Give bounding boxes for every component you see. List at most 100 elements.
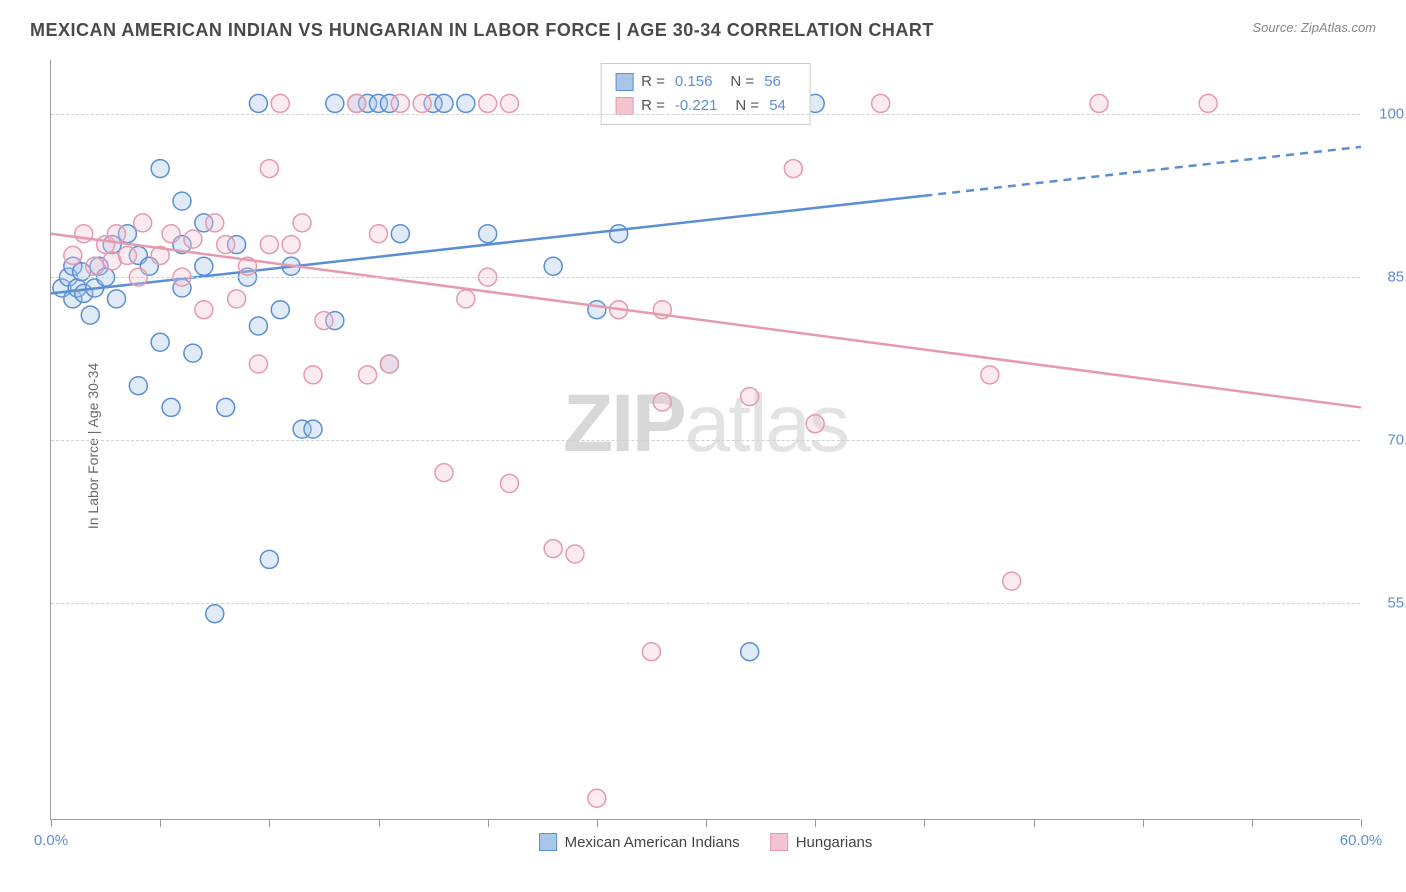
- scatter-point: [217, 398, 235, 416]
- scatter-point: [249, 317, 267, 335]
- scatter-point: [359, 366, 377, 384]
- scatter-point: [544, 540, 562, 558]
- scatter-point: [784, 160, 802, 178]
- scatter-point: [64, 246, 82, 264]
- scatter-point: [129, 377, 147, 395]
- scatter-point: [134, 214, 152, 232]
- scatter-point: [653, 393, 671, 411]
- scatter-point: [206, 605, 224, 623]
- scatter-point: [217, 236, 235, 254]
- scatter-point: [326, 94, 344, 112]
- scatter-point: [162, 225, 180, 243]
- scatter-point: [271, 301, 289, 319]
- legend-swatch-series-0: [615, 73, 633, 91]
- scatter-point: [1199, 94, 1217, 112]
- y-tick-label: 55.0%: [1387, 594, 1406, 611]
- legend-item-1: Hungarians: [770, 833, 873, 851]
- scatter-point: [108, 225, 126, 243]
- scatter-point: [479, 225, 497, 243]
- scatter-point: [315, 312, 333, 330]
- y-tick-label: 70.0%: [1387, 432, 1406, 449]
- scatter-point: [391, 225, 409, 243]
- scatter-point: [1090, 94, 1108, 112]
- scatter-point: [293, 214, 311, 232]
- scatter-point: [872, 94, 890, 112]
- scatter-point: [1003, 572, 1021, 590]
- x-tick: [597, 819, 598, 827]
- scatter-point: [151, 333, 169, 351]
- scatter-point: [86, 257, 104, 275]
- scatter-point: [184, 230, 202, 248]
- scatter-point: [81, 306, 99, 324]
- scatter-point: [370, 225, 388, 243]
- scatter-point: [588, 789, 606, 807]
- x-tick: [269, 819, 270, 827]
- gridline-h: [51, 603, 1360, 604]
- stats-r-value-0: 0.156: [675, 70, 713, 94]
- legend-swatch-series-1: [770, 833, 788, 851]
- scatter-point: [435, 464, 453, 482]
- scatter-point: [162, 398, 180, 416]
- stats-row-series-0: R = 0.156 N = 56: [615, 70, 796, 94]
- scatter-point: [249, 355, 267, 373]
- scatter-point: [588, 301, 606, 319]
- scatter-point: [228, 290, 246, 308]
- legend-swatch-series-1: [615, 97, 633, 115]
- gridline-h: [51, 440, 1360, 441]
- x-tick: [1034, 819, 1035, 827]
- scatter-point: [566, 545, 584, 563]
- scatter-point: [282, 236, 300, 254]
- scatter-point: [206, 214, 224, 232]
- scatter-point: [741, 388, 759, 406]
- scatter-point: [304, 366, 322, 384]
- chart-plot-area: ZIPatlas R = 0.156 N = 56 R = -0.221 N =…: [50, 60, 1360, 820]
- scatter-point: [195, 257, 213, 275]
- stats-n-label: N =: [730, 70, 754, 94]
- chart-title: MEXICAN AMERICAN INDIAN VS HUNGARIAN IN …: [30, 20, 934, 41]
- scatter-point: [981, 366, 999, 384]
- x-tick: [488, 819, 489, 827]
- scatter-point: [501, 474, 519, 492]
- legend-item-0: Mexican American Indians: [539, 833, 740, 851]
- x-tick: [51, 819, 52, 827]
- scatter-point: [260, 160, 278, 178]
- scatter-point: [260, 236, 278, 254]
- x-tick-label: 60.0%: [1340, 832, 1383, 849]
- legend-label-0: Mexican American Indians: [565, 834, 740, 851]
- x-tick: [815, 819, 816, 827]
- scatter-point: [642, 643, 660, 661]
- scatter-point: [380, 355, 398, 373]
- scatter-point: [151, 160, 169, 178]
- scatter-point: [501, 94, 519, 112]
- x-tick: [379, 819, 380, 827]
- scatter-point: [260, 550, 278, 568]
- gridline-h: [51, 114, 1360, 115]
- scatter-point: [544, 257, 562, 275]
- scatter-point: [108, 290, 126, 308]
- trend-line: [51, 234, 1361, 408]
- legend-label-1: Hungarians: [796, 834, 873, 851]
- source-attribution: Source: ZipAtlas.com: [1252, 20, 1376, 35]
- scatter-point: [184, 344, 202, 362]
- scatter-point: [806, 415, 824, 433]
- stats-legend-box: R = 0.156 N = 56 R = -0.221 N = 54: [600, 63, 811, 125]
- x-tick: [1361, 819, 1362, 827]
- gridline-h: [51, 277, 1360, 278]
- x-tick: [706, 819, 707, 827]
- y-tick-label: 100.0%: [1379, 106, 1406, 123]
- scatter-point: [304, 420, 322, 438]
- x-tick: [1252, 819, 1253, 827]
- scatter-point: [173, 192, 191, 210]
- scatter-point: [249, 94, 267, 112]
- stats-r-label: R =: [641, 70, 665, 94]
- scatter-point: [195, 301, 213, 319]
- x-tick: [924, 819, 925, 827]
- bottom-legend: Mexican American Indians Hungarians: [539, 833, 873, 851]
- scatter-point: [348, 94, 366, 112]
- scatter-point: [435, 94, 453, 112]
- legend-swatch-series-0: [539, 833, 557, 851]
- scatter-point: [610, 225, 628, 243]
- scatter-point: [118, 246, 136, 264]
- x-tick: [1143, 819, 1144, 827]
- scatter-point: [457, 290, 475, 308]
